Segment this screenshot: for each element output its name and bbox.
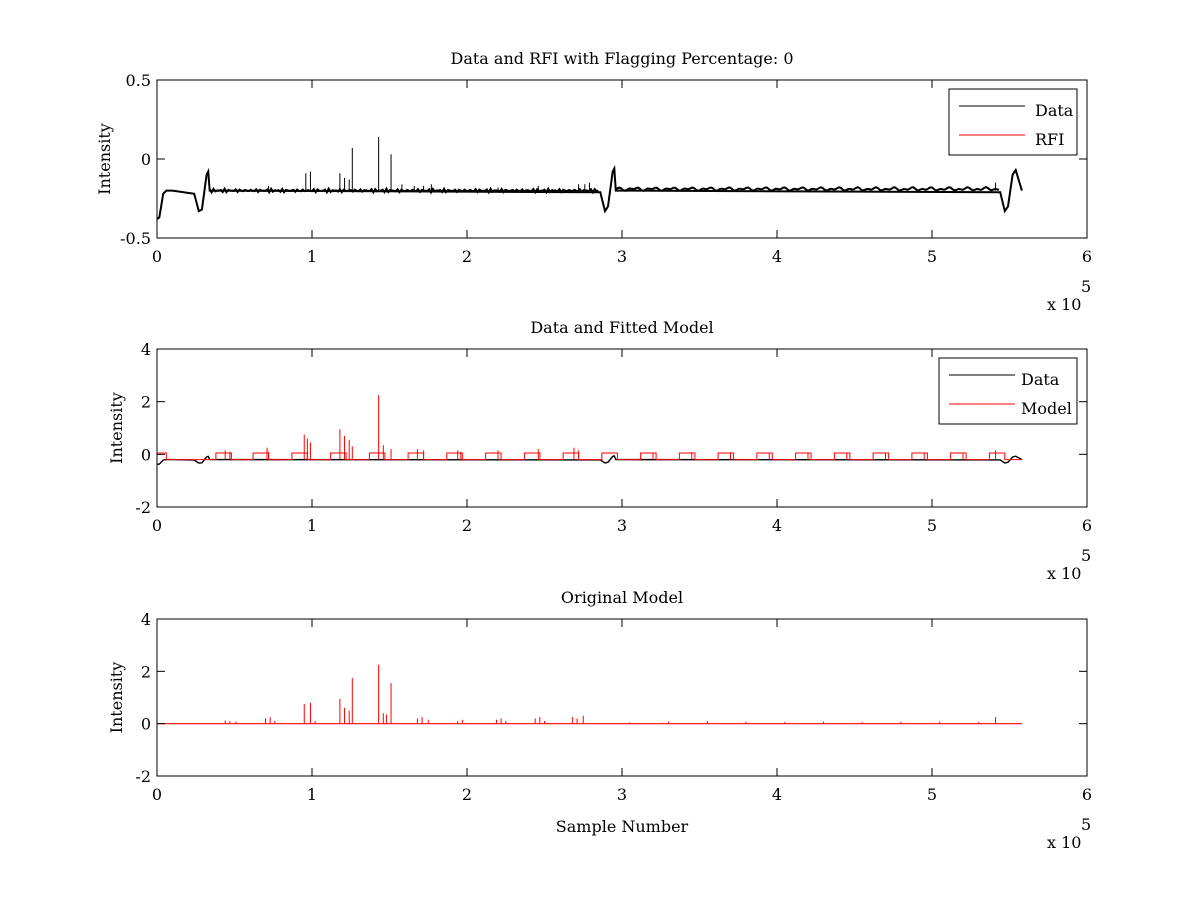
- x-multiplier: x 10: [1047, 295, 1081, 314]
- x-tick-label: 3: [617, 247, 627, 266]
- x-tick-label: 2: [462, 516, 472, 535]
- x-tick-label: 1: [307, 516, 317, 535]
- x-tick-label: 4: [772, 785, 782, 804]
- series-line: [157, 164, 1023, 220]
- plot-area: [157, 395, 1023, 465]
- y-axis-label: Intensity: [95, 123, 114, 195]
- x-axis-label: Sample Number: [556, 817, 689, 836]
- y-tick-label: 4: [141, 340, 151, 359]
- x-tick-label: 5: [927, 516, 937, 535]
- axes-frame: [156, 618, 1088, 777]
- x-tick-label: 3: [617, 516, 627, 535]
- x-multiplier-exponent: 5: [1081, 546, 1091, 565]
- y-tick-label: -0.5: [120, 229, 151, 248]
- x-tick-label: 5: [927, 247, 937, 266]
- subplot-title: Data and Fitted Model: [530, 318, 713, 337]
- y-tick-label: 0: [141, 715, 151, 734]
- y-tick-label: 2: [141, 393, 151, 412]
- x-multiplier-exponent: 5: [1081, 277, 1091, 296]
- x-tick-label: 6: [1082, 785, 1092, 804]
- subplot-title: Data and RFI with Flagging Percentage: 0: [450, 49, 793, 68]
- y-axis-label: Intensity: [107, 662, 126, 734]
- x-tick-label: 0: [152, 516, 162, 535]
- legend-box: [938, 357, 1078, 425]
- legend: Data Model: [938, 357, 1078, 425]
- noise-band: [615, 185, 1000, 192]
- noise-band: [208, 186, 599, 195]
- legend: Data RFI: [948, 88, 1078, 156]
- legend-label: Data: [1021, 370, 1060, 389]
- y-tick-label: 0: [141, 150, 151, 169]
- y-tick-label: -2: [135, 767, 151, 786]
- series-model: [157, 664, 1022, 725]
- legend-label: Data: [1035, 101, 1074, 120]
- x-tick-label: 6: [1082, 247, 1092, 266]
- x-tick-label: 2: [462, 785, 472, 804]
- x-multiplier: x 10: [1047, 564, 1081, 583]
- x-tick-label: 1: [307, 785, 317, 804]
- plot-area: [157, 136, 1023, 220]
- model-steps: [157, 452, 1022, 461]
- axes-frame: [156, 79, 1088, 239]
- series-model: [157, 395, 1022, 461]
- subplot-title: Original Model: [561, 588, 683, 607]
- series-data: [157, 136, 1023, 220]
- x-tick-label: 3: [617, 785, 627, 804]
- x-tick-label: 5: [927, 785, 937, 804]
- plot-area: [157, 664, 1022, 725]
- x-tick-label: 0: [152, 247, 162, 266]
- y-tick-label: 2: [141, 662, 151, 681]
- x-tick-label: 6: [1082, 516, 1092, 535]
- x-tick-label: 0: [152, 785, 162, 804]
- x-multiplier-exponent: 5: [1081, 815, 1091, 834]
- y-tick-label: 4: [141, 610, 151, 629]
- x-tick-label: 4: [772, 247, 782, 266]
- x-multiplier: x 10: [1047, 833, 1081, 852]
- x-tick-label: 2: [462, 247, 472, 266]
- y-tick-label: 0: [141, 445, 151, 464]
- x-tick-label: 1: [307, 247, 317, 266]
- legend-label: RFI: [1035, 130, 1064, 149]
- x-tick-label: 4: [772, 516, 782, 535]
- y-tick-label: -2: [135, 498, 151, 517]
- legend-box: [948, 88, 1078, 156]
- y-tick-label: 0.5: [126, 71, 151, 90]
- y-axis-label: Intensity: [107, 392, 126, 464]
- legend-label: Model: [1021, 399, 1072, 418]
